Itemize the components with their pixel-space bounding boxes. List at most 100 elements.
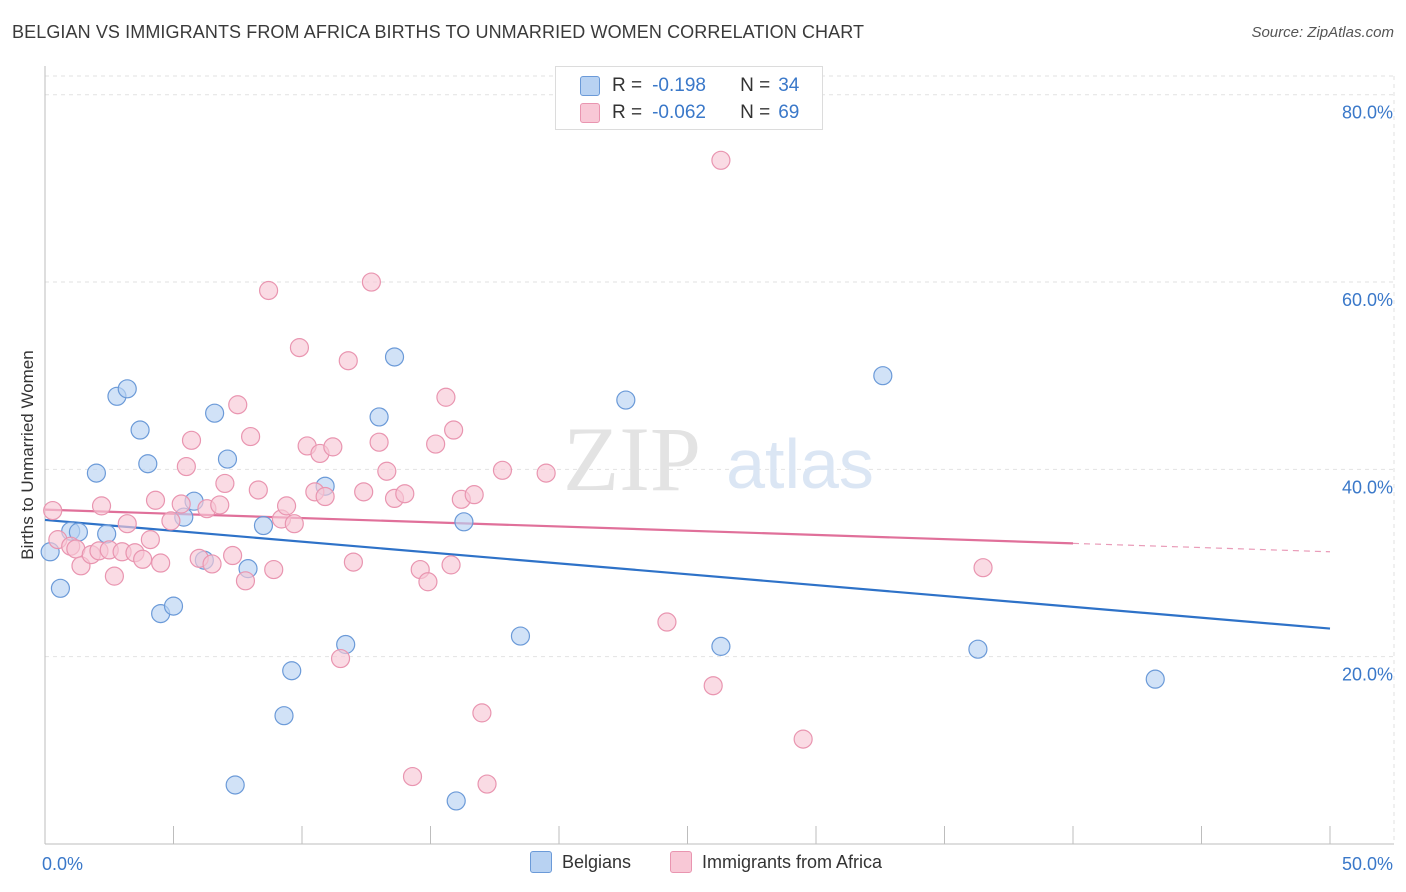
trend-lines: [44, 508, 1331, 630]
belgians-point: [446, 791, 466, 811]
africa-point: [343, 552, 363, 572]
belgians-point: [117, 379, 137, 399]
y-tick-label: 20.0%: [1342, 665, 1393, 685]
belgians-point: [369, 407, 389, 427]
africa-point: [418, 572, 438, 592]
africa-point: [315, 486, 335, 507]
africa-point: [202, 554, 222, 574]
africa-legend-swatch: [670, 851, 692, 873]
africa-point: [361, 272, 381, 292]
y-tick-label: 60.0%: [1342, 290, 1393, 310]
africa-point: [258, 280, 279, 301]
africa-point: [171, 494, 191, 514]
y-tick-label: 80.0%: [1342, 103, 1393, 123]
africa-point: [228, 395, 248, 415]
africa-point: [133, 549, 153, 569]
chart-title: BELGIAN VS IMMIGRANTS FROM AFRICA BIRTHS…: [12, 22, 865, 42]
grid-lines: [45, 75, 1395, 844]
africa-point: [492, 460, 513, 480]
x-tick-label: 50.0%: [1342, 854, 1393, 874]
africa-point: [43, 500, 63, 521]
africa-point: [241, 426, 261, 447]
africa-point: [441, 555, 461, 575]
africa-point: [477, 774, 497, 794]
stats-legend: R = -0.198 N = 34 R = -0.062 N = 69: [555, 66, 823, 130]
africa-point: [657, 612, 677, 632]
belgians-point: [873, 366, 893, 386]
belgians-point: [454, 512, 474, 532]
belgians-point: [282, 661, 302, 681]
belgians-point: [510, 626, 531, 646]
africa-point: [117, 514, 137, 534]
y-tick-label: 40.0%: [1342, 477, 1393, 497]
legend-item-belgians: Belgians: [530, 851, 631, 873]
africa-point: [703, 676, 723, 696]
belgians-point: [50, 578, 71, 598]
r-label: R =: [612, 102, 643, 123]
africa-trend-extension: [1072, 542, 1331, 553]
africa-point: [151, 553, 171, 573]
x-tick-label: 0.0%: [42, 854, 83, 874]
n-value: 69: [778, 102, 800, 123]
source-label: Source: ZipAtlas.com: [1251, 24, 1394, 41]
africa-point: [464, 485, 484, 505]
africa-point: [354, 482, 374, 502]
africa-point: [248, 480, 268, 500]
belgians-trend-line: [44, 518, 1331, 630]
africa-point: [284, 514, 304, 534]
belgians-point: [711, 636, 731, 656]
africa-point: [436, 387, 456, 407]
stats-row-africa: R = -0.062 N = 69: [580, 100, 799, 126]
belgians-point: [968, 639, 988, 659]
belgians-point: [616, 390, 636, 410]
belgians-point: [86, 463, 107, 483]
series-legend: Belgians Immigrants from Africa: [0, 851, 1406, 879]
belgians-point: [138, 454, 158, 474]
africa-point: [289, 338, 310, 358]
belgians-point: [384, 347, 405, 367]
africa-point: [444, 420, 464, 440]
n-label: N =: [740, 75, 771, 96]
africa-point: [323, 437, 343, 457]
africa-point: [215, 473, 235, 494]
africa-point: [235, 571, 256, 591]
africa-point: [181, 430, 202, 450]
africa-trend-line: [44, 508, 1074, 545]
africa-point: [330, 648, 351, 669]
n-value: 34: [778, 75, 800, 96]
africa-point: [973, 558, 993, 578]
africa-point: [210, 495, 230, 515]
africa-point: [793, 729, 813, 749]
africa-point: [140, 530, 160, 550]
belgians-point: [97, 524, 117, 544]
n-label: N =: [740, 102, 771, 123]
africa-point: [276, 496, 297, 516]
africa-point: [91, 496, 112, 516]
legend-label-belgians: Belgians: [562, 851, 632, 872]
belgians-point: [274, 706, 294, 726]
stats-row-belgians: R = -0.198 N = 34: [580, 73, 799, 99]
belgians-point: [253, 515, 274, 536]
belgians-point: [130, 420, 150, 440]
legend-item-africa: Immigrants from Africa: [670, 851, 882, 873]
belgians-point: [225, 775, 245, 795]
belgians-point: [163, 596, 184, 616]
africa-point: [338, 351, 358, 371]
africa-point: [223, 545, 243, 566]
belgians-legend-swatch: [530, 851, 552, 873]
africa-point: [377, 461, 397, 481]
africa-point: [104, 566, 124, 586]
africa-point: [176, 456, 196, 477]
data-points: [40, 150, 1165, 811]
africa-point: [395, 484, 415, 504]
africa-point: [426, 434, 446, 454]
r-value: -0.062: [652, 102, 706, 123]
africa-point: [264, 559, 284, 580]
belgians-point: [205, 403, 225, 423]
legend-label-africa: Immigrants from Africa: [702, 851, 883, 872]
africa-point: [145, 490, 166, 510]
r-value: -0.198: [652, 75, 706, 96]
africa-point: [472, 703, 492, 723]
africa-point: [402, 766, 423, 787]
